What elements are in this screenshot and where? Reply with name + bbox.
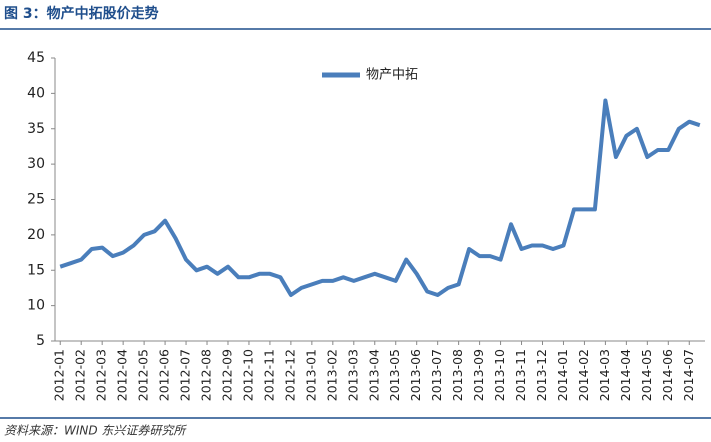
source-note: 资料来源：WIND 东兴证券研究所 [4,424,187,438]
x-tick-label: 2012-01 [52,349,67,401]
x-tick-label: 2013-10 [492,349,507,401]
price-line [59,98,701,297]
y-tick-label: 40 [27,85,45,101]
x-tick-label: 2012-03 [94,349,109,401]
y-tick-label: 35 [27,121,45,137]
x-tick-label: 2013-09 [471,349,486,401]
chart-title: 图 3：物产中拓股价走势 [4,5,159,22]
legend-label: 物产中拓 [366,68,418,83]
x-tick-label: 2012-08 [199,349,214,401]
x-tick-label: 2013-01 [303,349,318,401]
x-tick-label: 2014-07 [681,349,696,401]
x-tick-label: 2012-09 [219,349,234,401]
x-tick-label: 2014-01 [555,349,570,401]
x-tick-label: 2012-10 [240,349,255,401]
x-tick-label: 2013-07 [429,349,444,401]
x-tick-label: 2012-12 [282,349,297,401]
y-tick-label: 20 [27,227,45,243]
x-tick-label: 2014-06 [660,349,675,401]
y-tick-label: 15 [27,262,45,278]
x-tick-label: 2014-02 [576,349,591,401]
x-tick-label: 2014-05 [639,349,654,401]
x-tick-label: 2014-03 [597,349,612,401]
x-tick-label: 2013-02 [324,349,339,401]
x-tick-label: 2013-11 [513,349,528,401]
x-tick-label: 2013-12 [534,349,549,401]
y-tick-label: 5 [36,333,45,349]
x-tick-label: 2014-04 [618,349,633,401]
x-tick-label: 2012-06 [157,349,172,401]
x-tick-label: 2012-11 [261,349,276,401]
y-tick-label: 10 [27,298,45,314]
y-tick-label: 30 [27,156,45,172]
x-tick-label: 2012-07 [178,349,193,401]
x-tick-label: 2013-08 [450,349,465,401]
x-tick-label: 2012-05 [136,349,151,401]
x-tick-label: 2012-02 [73,349,88,401]
x-tick-label: 2013-05 [387,349,402,401]
x-tick-label: 2013-03 [345,349,360,401]
x-tick-label: 2013-06 [408,349,423,401]
y-tick-label: 45 [27,50,45,66]
x-tick-label: 2012-04 [115,349,130,401]
x-tick-label: 2013-04 [366,349,381,401]
y-tick-label: 25 [27,192,45,208]
